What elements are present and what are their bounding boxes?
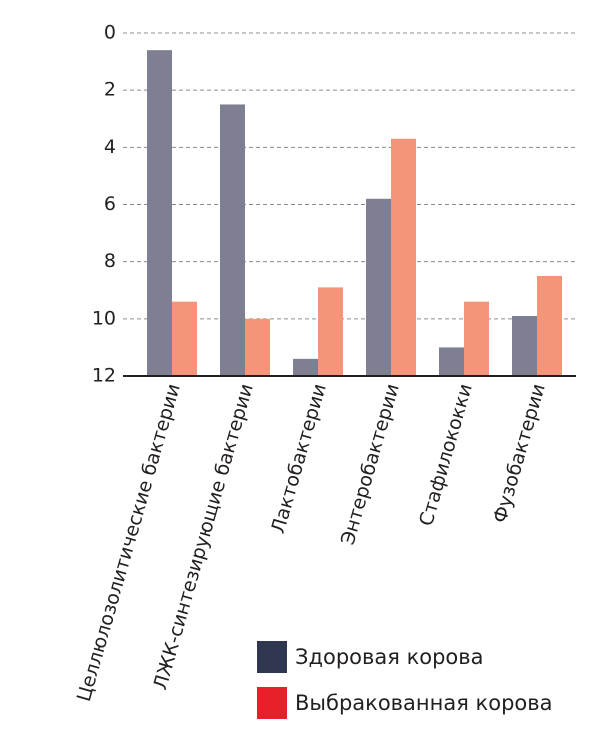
bar-healthy (366, 198, 391, 376)
category-label: Стафилококки (415, 381, 477, 528)
legend: Здоровая корова Выбракованная корова (257, 641, 553, 719)
legend-swatch (257, 641, 287, 673)
y-tick-label: 4 (104, 136, 116, 158)
bar-culled (537, 275, 562, 376)
legend-label: Выбракованная корова (295, 691, 553, 715)
bar-healthy (147, 50, 172, 377)
bar-healthy (512, 315, 537, 376)
category-label: Фузобактерии (489, 381, 550, 525)
y-tick-labels: 0 2 4 6 8 10 12 (92, 22, 116, 387)
bar-culled (318, 287, 343, 376)
bar-healthy (439, 347, 464, 376)
legend-swatch (257, 687, 287, 719)
y-tick-label: 0 (104, 22, 116, 44)
y-tick-label: 2 (104, 79, 116, 101)
bar-culled (245, 318, 270, 376)
bar-culled (464, 301, 489, 376)
legend-label: Здоровая корова (295, 645, 484, 669)
bar-healthy (220, 104, 245, 376)
bar-culled (172, 301, 197, 376)
category-label: Лактобактерии (267, 381, 331, 536)
gridlines (123, 32, 576, 320)
bars (147, 50, 562, 377)
y-tick-label: 6 (104, 193, 116, 215)
y-tick-label: 8 (104, 250, 116, 272)
bar-healthy (293, 358, 318, 376)
bar-culled (391, 138, 416, 376)
y-tick-label: 10 (92, 307, 116, 329)
category-label: Энтеробактерии (337, 381, 404, 547)
y-tick-label: 12 (92, 365, 116, 387)
